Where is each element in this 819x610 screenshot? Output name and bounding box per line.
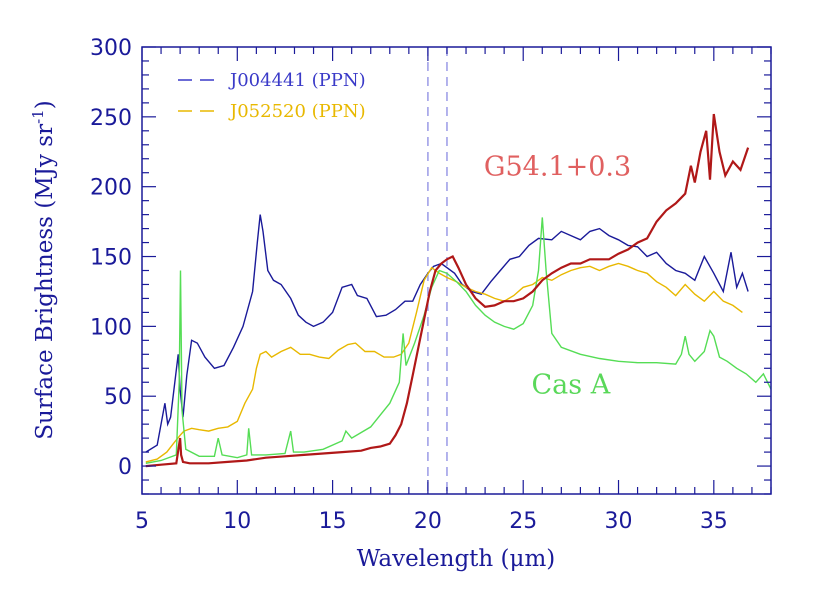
y-tick-label: 50 [104, 385, 132, 410]
y-tick-label: 0 [118, 455, 132, 480]
legend-label-j004441: J004441 (PPN) [228, 70, 366, 91]
x-tick-label: 35 [700, 509, 728, 534]
axis-ticks [141, 46, 772, 495]
y-tick-label: 300 [90, 36, 132, 61]
x-tick-label: 30 [605, 509, 633, 534]
series-line-3 [145, 113, 750, 468]
x-axis-title: Wavelength (μm) [357, 546, 556, 572]
x-tick-label: 10 [223, 509, 251, 534]
y-tick-label: 100 [90, 315, 132, 340]
y-tick-label: 200 [90, 176, 132, 201]
series-line-1 [145, 262, 743, 463]
x-tick-label: 20 [414, 509, 442, 534]
y-tick-labels: 0 50 100 150 200 250 300 [90, 36, 132, 480]
x-tick-label: 15 [319, 509, 347, 534]
y-axis-title-sup: -1 [29, 109, 47, 124]
legend: J004441 (PPN) J052520 (PPN) [178, 70, 366, 122]
x-tick-label: 5 [135, 509, 149, 534]
series-lines [145, 113, 771, 468]
series-line-2 [145, 217, 771, 464]
legend-label-j052520: J052520 (PPN) [228, 101, 366, 122]
y-tick-label: 150 [90, 246, 132, 271]
x-tick-label: 25 [509, 509, 537, 534]
y-axis-title-close: ) [32, 100, 58, 109]
x-tick-labels: 5 10 15 20 25 30 35 [135, 509, 728, 534]
y-tick-label: 250 [90, 106, 132, 131]
annotation-g54: G54.1+0.3 [484, 152, 631, 183]
annotation-casa: Cas A [532, 369, 611, 400]
y-axis-title: Surface Brightness (MJy sr-1) [29, 100, 58, 439]
series-line-0 [145, 214, 749, 453]
y-axis-title-main: Surface Brightness (MJy sr [32, 124, 58, 440]
